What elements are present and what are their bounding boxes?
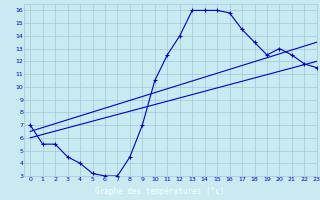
Text: Graphe des températures (°c): Graphe des températures (°c) [95, 187, 225, 196]
